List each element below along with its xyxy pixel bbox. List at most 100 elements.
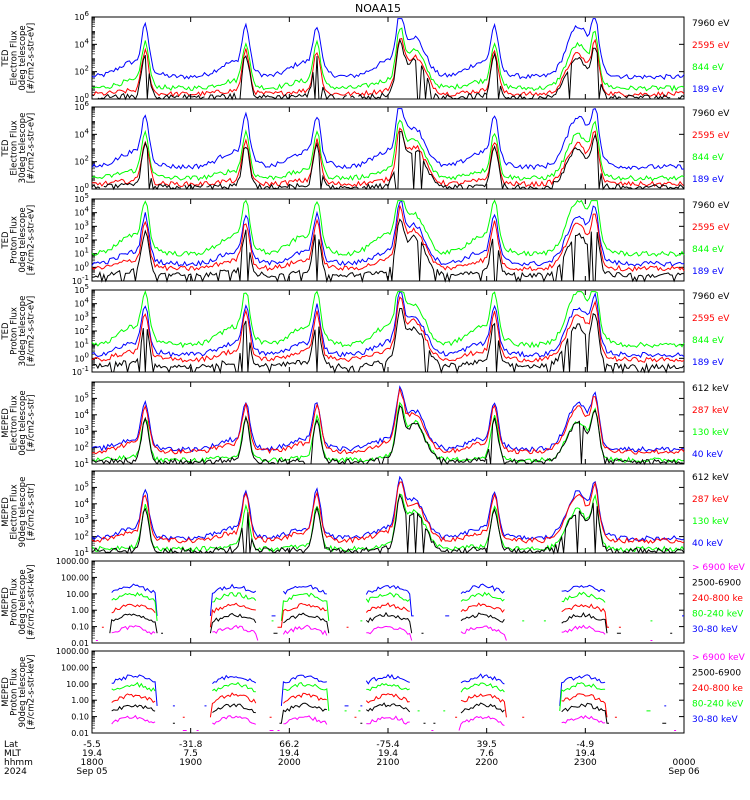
panel-7-legend-red: 240-800 ke xyxy=(692,594,743,604)
panel-7-ytick-label: 0.10 xyxy=(71,623,89,632)
panel-6-legend-red: 287 keV xyxy=(692,495,729,505)
panel-6-ylabel-line: MEPED xyxy=(1,497,11,527)
panel-7-ylabel-line: Proton Flux xyxy=(10,578,20,626)
panel-1-legend-black: 7960 eV xyxy=(692,19,730,29)
panel-5-series-red xyxy=(91,388,685,455)
panel-3-series-green xyxy=(91,199,685,257)
panel-5-ytick-label: 104 xyxy=(74,408,89,420)
panel-1-legend-red: 2595 eV xyxy=(692,41,730,51)
panel-4-legend-red: 2595 eV xyxy=(692,314,730,324)
xaxis-tick-label: 2200 xyxy=(475,758,498,768)
panel-3-ylabel-line: [#/cm2-s-str-eV] xyxy=(27,205,37,275)
panel-8-ytick-label: 100.00 xyxy=(61,663,89,672)
panel-4-legend-blue: 189 eV xyxy=(692,358,725,368)
panel-3-series-red xyxy=(91,205,685,272)
panel-5-legend-blue: 40 keV xyxy=(692,450,724,460)
xaxis-row-label-mlt: MLT xyxy=(4,749,22,759)
xaxis-tick-label: 19.4 xyxy=(82,749,102,759)
xaxis-tick-label: 2000 xyxy=(278,758,301,768)
panel-2-ylabel-line: TED xyxy=(1,139,11,158)
panel-4-ylabel-line: 30deg telescope xyxy=(18,296,28,367)
panel-8-ytick-label: 10.00 xyxy=(66,680,89,689)
panel-7-ytick-label: 0.01 xyxy=(71,639,89,648)
panel-4-ytick-label: 100 xyxy=(74,351,89,363)
panel-7-series-black xyxy=(110,613,684,633)
panel-1-ytick-label: 102 xyxy=(74,65,89,77)
xaxis-tick-label: 19.4 xyxy=(378,749,398,759)
panel-8-legend-black: 2500-6900 xyxy=(692,669,741,679)
panel-7-ytick-label: 1.00 xyxy=(71,606,89,615)
xaxis-tick-label: 7.6 xyxy=(480,749,495,759)
panel-4-series-black xyxy=(91,307,685,374)
panel-1-series-blue xyxy=(91,18,685,80)
panel-6-ylabel-line: [#/cm2-s-str] xyxy=(27,484,37,541)
panel-1-ytick-label: 104 xyxy=(74,37,89,49)
panel-2-series-black xyxy=(91,130,685,191)
panel-8-frame xyxy=(91,650,685,734)
figure-title: NOAA15 xyxy=(355,2,401,15)
panel-5-ytick-label: 102 xyxy=(74,441,89,453)
panel-4-ytick-label: 102 xyxy=(74,324,89,336)
panel-4-series-red xyxy=(91,296,685,363)
panel-2-ylabel-line: Electron Flux xyxy=(10,120,20,175)
panel-5-ylabel-line: 0deg telescope xyxy=(18,390,28,455)
panel-7-ytick-label: 1000.00 xyxy=(56,557,89,566)
panel-8-ylabel-line: 90deg telescope xyxy=(18,657,28,728)
panel-5-legend-black: 612 keV xyxy=(692,384,729,394)
xaxis-tick-label: 2300 xyxy=(574,758,597,768)
panel-5-legend-red: 287 keV xyxy=(692,406,729,416)
panel-2-legend-green: 844 eV xyxy=(692,153,725,163)
xaxis-tick-label: -5.5 xyxy=(83,740,101,750)
panel-8-ylabel-line: MEPED xyxy=(1,677,11,707)
panel-4-ylabel-line: Proton Flux xyxy=(10,307,20,355)
panel-4-ylabel-line: TED xyxy=(1,322,11,341)
panel-7-ylabel-line: MEPED xyxy=(1,587,11,617)
panel-3-traces xyxy=(91,199,685,283)
panel-1-ylabel-line: [#/cm2-s-str-eV] xyxy=(27,23,37,93)
panel-8-legend-green: 80-240 keV xyxy=(692,700,744,710)
panel-2-ylabel-line: 30deg telescope xyxy=(18,113,28,184)
panel-5-series-black xyxy=(91,404,685,466)
panel-8-ytick-label: 1.00 xyxy=(71,696,89,705)
xaxis-tick-label: 19.4 xyxy=(575,749,595,759)
xaxis-tick-label: 19.4 xyxy=(279,749,299,759)
panel-3-series-blue xyxy=(91,200,685,267)
panel-6-series-black xyxy=(91,493,685,555)
panel-7-ytick-label: 100.00 xyxy=(61,573,89,582)
panel-7-legend-magenta: > 6900 keV xyxy=(692,563,746,573)
panel-1-ylabel-line: TED xyxy=(1,49,11,68)
panel-1-ylabel-line: 0deg telescope xyxy=(18,25,28,90)
panel-3-ytick-label: 102 xyxy=(74,233,89,245)
panel-4-ytick-label: 104 xyxy=(74,297,89,309)
panel-7-traces xyxy=(96,583,684,640)
panel-6-legend-green: 130 keV xyxy=(692,517,729,527)
panel-6-traces xyxy=(91,475,685,555)
panel-5-legend-green: 130 keV xyxy=(692,428,729,438)
panel-7: 0.01 0.10 1.00 10.00 100.00 1000.00 MEPEDProto… xyxy=(1,557,746,648)
panel-6-series-red xyxy=(91,481,685,544)
panel-5-traces xyxy=(91,385,685,466)
panel-6-ytick-label: 105 xyxy=(74,480,89,492)
panel-6-legend-black: 612 keV xyxy=(692,473,729,483)
panel-2-legend-red: 2595 eV xyxy=(692,131,730,141)
xaxis-tick-label: -31.8 xyxy=(179,740,203,750)
panel-3-legend-black: 7960 eV xyxy=(692,201,730,211)
panel-3-legend-green: 844 eV xyxy=(692,245,725,255)
panel-6-ytick-label: 102 xyxy=(74,530,89,542)
xaxis-tick-label: 0000 xyxy=(673,758,696,768)
panel-4-legend-black: 7960 eV xyxy=(692,292,730,302)
panel-5-ylabel-line: MEPED xyxy=(1,408,11,438)
panel-8-ytick-label: 1000.00 xyxy=(56,647,89,656)
panel-2-legend-blue: 189 eV xyxy=(692,175,725,185)
xaxis-tick-label: -4.9 xyxy=(577,740,595,750)
panel-6-ylabel-line: Electron Flux xyxy=(10,484,20,539)
panel-2-series-blue xyxy=(91,107,685,171)
panel-5-ytick-label: 101 xyxy=(74,457,89,469)
xaxis-tick-label: 66.2 xyxy=(279,740,299,750)
